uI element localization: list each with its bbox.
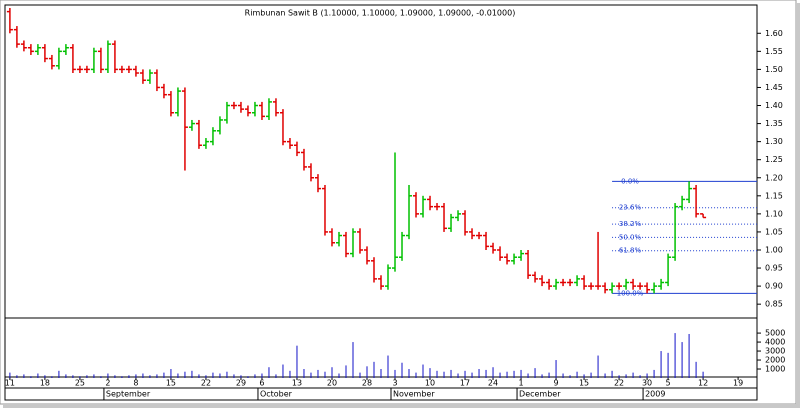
y-tick-label: 1.40 (765, 101, 783, 110)
y-tick-label: 0.95 (765, 264, 783, 273)
y-tick-label: 1.10 (765, 209, 783, 218)
x-tick-label: 15 (579, 379, 589, 388)
y-tick-label: 1.00 (765, 245, 783, 254)
x-tick-label: 17 (460, 379, 470, 388)
month-label: September (106, 390, 151, 399)
month-label: November (393, 390, 435, 399)
window-shadow (3, 404, 800, 408)
x-tick-label: 13 (292, 379, 302, 388)
y-tick-label: 1.30 (765, 137, 783, 146)
month-label: 2009 (645, 390, 665, 399)
window-shadow (796, 3, 800, 408)
x-tick-label: 25 (75, 379, 85, 388)
volume-tick-label: 1000 (765, 365, 785, 374)
y-tick-label: 1.25 (765, 155, 783, 164)
x-tick-label: 19 (733, 379, 743, 388)
y-tick-label: 1.60 (765, 29, 783, 38)
y-tick-label: 1.55 (765, 47, 783, 56)
month-label: December (519, 390, 561, 399)
fib-label: 50.0% (619, 233, 642, 241)
fib-label: 61.8% (619, 247, 642, 255)
fib-label: 0.0% (621, 177, 639, 185)
fib-label: 100.0% (617, 289, 644, 297)
x-tick-label: 6 (259, 379, 264, 388)
y-tick-label: 1.15 (765, 191, 783, 200)
x-tick-label: 3 (392, 379, 397, 388)
y-tick-label: 1.50 (765, 65, 783, 74)
x-tick-label: 28 (362, 379, 372, 388)
fib-label: 23.6% (619, 204, 642, 212)
x-tick-label: 2 (105, 379, 110, 388)
x-tick-label: 10 (425, 379, 435, 388)
y-tick-label: 0.90 (765, 282, 783, 291)
plot-frame (4, 4, 758, 378)
x-tick-label: 22 (614, 379, 624, 388)
x-tick-label: 1 (518, 379, 523, 388)
x-tick-label: 5 (666, 379, 671, 388)
volume-tick-label: 3000 (765, 347, 785, 356)
x-tick-label: 30 (642, 379, 652, 388)
x-tick-label: 12 (698, 379, 708, 388)
x-tick-label: 15 (166, 379, 176, 388)
chart-title: Rimbunan Sawit B (1.10000, 1.10000, 1.09… (245, 9, 516, 18)
fib-label: 38.2% (619, 220, 642, 228)
y-tick-label: 1.20 (765, 173, 783, 182)
x-tick-label: 22 (201, 379, 211, 388)
x-tick-label: 24 (488, 379, 498, 388)
x-tick-label: 8 (133, 379, 138, 388)
x-tick-label: 29 (236, 379, 246, 388)
month-label: October (260, 390, 293, 399)
x-tick-label: 20 (327, 379, 337, 388)
x-tick-label: 18 (40, 379, 50, 388)
volume-tick-label: 2000 (765, 356, 785, 365)
volume-tick-label: 5000 (765, 329, 785, 338)
y-tick-label: 1.35 (765, 119, 783, 128)
volume-tick-label: 4000 (765, 338, 785, 347)
y-tick-label: 1.45 (765, 83, 783, 92)
x-tick-label: 11 (5, 379, 15, 388)
x-tick-label: 9 (553, 379, 558, 388)
y-tick-label: 1.05 (765, 227, 783, 236)
y-tick-label: 0.85 (765, 300, 783, 309)
